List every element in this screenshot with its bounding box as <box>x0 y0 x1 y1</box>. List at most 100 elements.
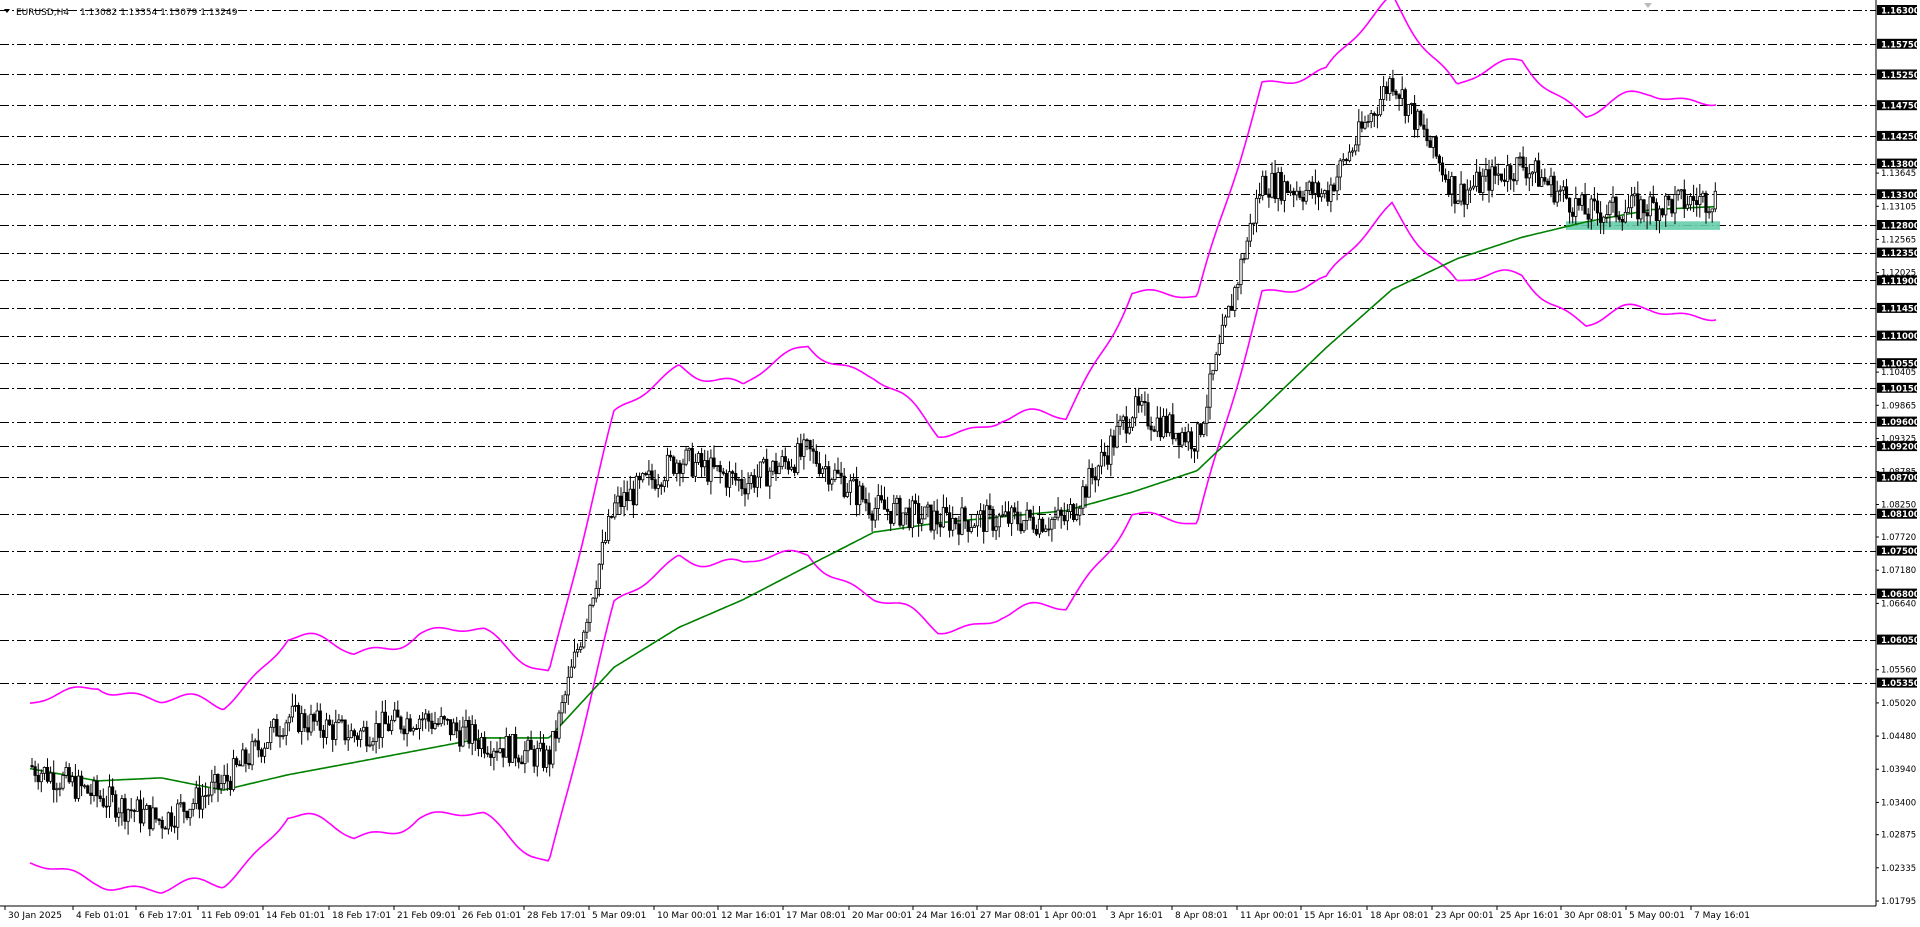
bull-candle <box>647 470 651 476</box>
bull-candle <box>994 526 998 531</box>
bear-candle <box>67 767 71 783</box>
bull-candle <box>696 453 701 463</box>
price-tick-label: 1.10405 <box>1881 368 1916 378</box>
bull-candle <box>603 540 608 543</box>
price-tick-label: 1.06640 <box>1881 599 1916 609</box>
bear-candle <box>238 764 242 767</box>
bollinger-lower-band <box>29 201 1717 894</box>
bull-candle <box>746 482 750 495</box>
bear-candle <box>966 520 970 532</box>
bull-candle <box>293 705 298 707</box>
bull-candle <box>1254 197 1259 224</box>
bull-candle <box>405 718 409 735</box>
bull-candle <box>1289 190 1293 193</box>
bear-candle <box>938 523 942 528</box>
level-price-label: 1.08700 <box>1881 473 1920 483</box>
bull-candle <box>569 666 574 678</box>
collapse-triangle-icon[interactable] <box>4 9 10 13</box>
time-tick-label: 7 May 16:01 <box>1694 911 1750 921</box>
bull-candle <box>1323 190 1327 195</box>
bull-candle <box>693 461 698 477</box>
bull-candle <box>166 812 170 830</box>
bull-candle <box>107 786 112 807</box>
price-axis[interactable]: 1.16300 1.15750 1.15250 1.14750 1.14250 1.138… <box>1876 5 1920 907</box>
bull-candle <box>241 749 245 767</box>
bear-candle <box>1444 174 1448 180</box>
bull-candle <box>70 776 74 783</box>
bear-candle <box>1440 162 1445 176</box>
bull-candle <box>210 781 214 796</box>
bear-candle <box>827 466 831 485</box>
bull-candle <box>591 597 595 606</box>
bull-candle <box>820 468 825 474</box>
bear-candle <box>882 499 887 510</box>
bear-candle <box>1447 178 1451 195</box>
price-tick-label: 1.13645 <box>1881 169 1916 179</box>
bear-candle <box>653 479 657 489</box>
level-price-label: 1.15750 <box>1881 40 1920 50</box>
bull-candle <box>1140 400 1144 406</box>
bear-candle <box>1577 198 1581 206</box>
moving-average-layer <box>29 205 1717 791</box>
bull-candle <box>1245 240 1249 260</box>
bear-candle <box>650 470 654 481</box>
bear-candle <box>1273 172 1277 200</box>
bear-candle <box>1165 415 1169 434</box>
bull-candle <box>358 730 363 740</box>
level-price-label: 1.08100 <box>1881 510 1920 520</box>
support-zone-layer <box>1566 221 1720 230</box>
bear-candle <box>306 727 310 733</box>
bull-candle <box>1025 509 1029 521</box>
bull-candle <box>628 488 632 502</box>
bear-candle <box>1006 511 1011 524</box>
bear-candle <box>1552 175 1556 203</box>
bull-candle <box>796 443 800 474</box>
bear-candle <box>948 512 952 531</box>
bear-candle <box>1645 212 1649 217</box>
bear-candle <box>296 705 301 733</box>
bull-candle <box>641 473 645 481</box>
bear-candle <box>36 775 40 783</box>
bear-candle <box>95 780 99 797</box>
bear-candle <box>495 750 499 753</box>
bull-candle <box>1468 187 1472 191</box>
bull-candle <box>1409 103 1414 105</box>
bull-candle <box>1676 190 1680 195</box>
bull-candle <box>1205 406 1209 424</box>
bear-candle <box>473 724 477 741</box>
bull-candle <box>523 750 527 765</box>
bull-candle <box>1000 514 1004 517</box>
bear-candle <box>625 492 629 502</box>
bull-candle <box>1208 373 1212 408</box>
bear-candle <box>327 719 332 726</box>
bull-candle <box>715 465 719 468</box>
time-axis[interactable]: 30 Jan 2025 4 Feb 01:01 6 Feb 17:01 11 Feb … <box>4 906 1750 921</box>
price-tick-label: 1.12565 <box>1881 235 1916 245</box>
bull-candle <box>566 676 570 696</box>
bull-candle <box>309 713 313 733</box>
bear-candle <box>1614 196 1618 218</box>
bull-candle <box>538 742 543 749</box>
bull-candle <box>231 758 236 790</box>
bear-candle <box>1499 173 1503 181</box>
bear-candle <box>638 475 642 481</box>
bull-candle <box>49 772 53 782</box>
candles <box>30 69 1717 840</box>
bear-candle <box>1298 190 1302 198</box>
bull-candle <box>262 747 267 757</box>
price-tick-label: 1.09325 <box>1881 435 1916 445</box>
bull-candle <box>687 447 691 451</box>
level-price-label: 1.10550 <box>1881 360 1920 370</box>
bull-candle <box>594 588 598 599</box>
bear-candle <box>1397 94 1401 99</box>
bear-candle <box>234 758 239 765</box>
scroll-shift-marker-icon[interactable] <box>1644 3 1652 8</box>
bear-candle <box>1617 216 1621 220</box>
bear-candle <box>1183 431 1187 443</box>
bear-candle <box>1670 199 1674 214</box>
bear-candle <box>1422 124 1426 130</box>
bull-candle <box>464 720 468 728</box>
time-tick-label: 1 Apr 00:01 <box>1044 911 1097 921</box>
bull-candle <box>526 739 530 752</box>
